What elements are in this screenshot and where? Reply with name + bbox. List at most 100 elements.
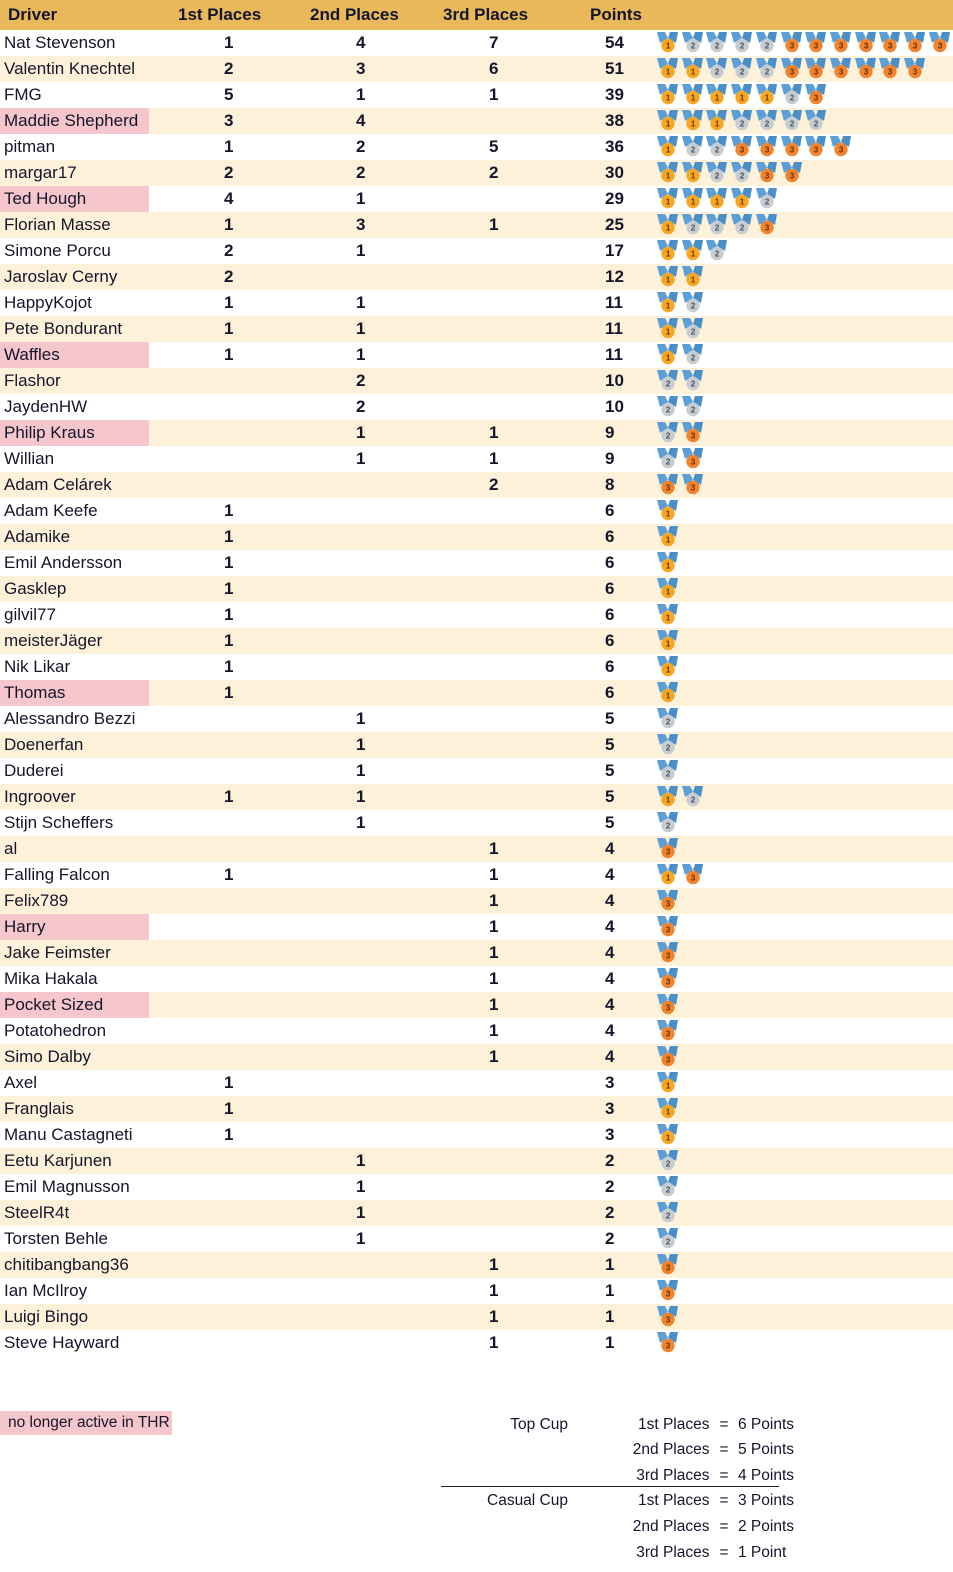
svg-text:1: 1 (690, 274, 695, 284)
svg-text:3: 3 (666, 898, 671, 908)
svg-text:2: 2 (666, 768, 671, 778)
svg-text:2: 2 (690, 404, 695, 414)
svg-text:1: 1 (666, 92, 671, 102)
svg-text:1: 1 (666, 326, 671, 336)
svg-text:2: 2 (740, 222, 745, 232)
svg-text:1: 1 (666, 560, 671, 570)
svg-text:1: 1 (666, 274, 671, 284)
svg-text:3: 3 (913, 40, 918, 50)
svg-text:2: 2 (740, 40, 745, 50)
svg-text:3: 3 (690, 430, 695, 440)
svg-text:2: 2 (715, 222, 720, 232)
svg-text:3: 3 (764, 222, 769, 232)
svg-text:2: 2 (690, 794, 695, 804)
svg-text:2: 2 (814, 118, 819, 128)
svg-text:2: 2 (690, 40, 695, 50)
svg-text:2: 2 (666, 716, 671, 726)
svg-text:1: 1 (740, 196, 745, 206)
svg-text:1: 1 (666, 170, 671, 180)
svg-text:1: 1 (715, 92, 720, 102)
svg-text:3: 3 (863, 40, 868, 50)
svg-text:2: 2 (715, 248, 720, 258)
svg-text:1: 1 (690, 170, 695, 180)
svg-text:2: 2 (789, 92, 794, 102)
svg-text:2: 2 (764, 196, 769, 206)
svg-text:3: 3 (666, 1054, 671, 1064)
svg-text:2: 2 (666, 430, 671, 440)
svg-text:1: 1 (715, 118, 720, 128)
svg-text:2: 2 (666, 1210, 671, 1220)
svg-text:1: 1 (666, 196, 671, 206)
svg-text:2: 2 (690, 352, 695, 362)
svg-text:3: 3 (764, 144, 769, 154)
svg-text:1: 1 (666, 40, 671, 50)
svg-text:1: 1 (690, 118, 695, 128)
svg-text:1: 1 (666, 534, 671, 544)
svg-text:1: 1 (666, 690, 671, 700)
svg-text:1: 1 (666, 352, 671, 362)
svg-text:3: 3 (666, 1028, 671, 1038)
svg-text:2: 2 (690, 144, 695, 154)
svg-text:1: 1 (666, 66, 671, 76)
svg-text:3: 3 (666, 1288, 671, 1298)
svg-text:2: 2 (690, 222, 695, 232)
svg-text:3: 3 (839, 40, 844, 50)
svg-text:2: 2 (666, 456, 671, 466)
svg-text:1: 1 (666, 300, 671, 310)
svg-text:2: 2 (666, 378, 671, 388)
svg-text:1: 1 (666, 1080, 671, 1090)
svg-text:1: 1 (666, 638, 671, 648)
svg-text:3: 3 (839, 144, 844, 154)
svg-text:1: 1 (666, 508, 671, 518)
svg-text:1: 1 (740, 92, 745, 102)
svg-text:2: 2 (690, 326, 695, 336)
svg-text:1: 1 (690, 196, 695, 206)
svg-text:2: 2 (666, 1158, 671, 1168)
svg-text:3: 3 (814, 92, 819, 102)
svg-text:1: 1 (666, 144, 671, 154)
svg-text:3: 3 (740, 144, 745, 154)
svg-text:2: 2 (764, 40, 769, 50)
svg-text:2: 2 (715, 170, 720, 180)
svg-text:1: 1 (666, 1132, 671, 1142)
svg-text:1: 1 (666, 664, 671, 674)
svg-text:2: 2 (764, 118, 769, 128)
svg-text:3: 3 (690, 482, 695, 492)
svg-text:3: 3 (863, 66, 868, 76)
svg-text:3: 3 (814, 40, 819, 50)
svg-text:1: 1 (666, 248, 671, 258)
svg-text:1: 1 (690, 66, 695, 76)
svg-text:2: 2 (740, 66, 745, 76)
svg-text:3: 3 (789, 66, 794, 76)
svg-text:3: 3 (789, 170, 794, 180)
svg-text:2: 2 (690, 300, 695, 310)
svg-text:1: 1 (690, 248, 695, 258)
svg-text:1: 1 (715, 196, 720, 206)
svg-text:2: 2 (666, 820, 671, 830)
svg-text:1: 1 (666, 222, 671, 232)
svg-text:2: 2 (690, 378, 695, 388)
svg-text:2: 2 (666, 1236, 671, 1246)
svg-text:2: 2 (666, 404, 671, 414)
svg-text:3: 3 (666, 1340, 671, 1350)
svg-text:1: 1 (666, 612, 671, 622)
svg-text:2: 2 (740, 170, 745, 180)
svg-text:3: 3 (913, 66, 918, 76)
svg-text:3: 3 (888, 66, 893, 76)
svg-text:3: 3 (666, 482, 671, 492)
svg-text:3: 3 (690, 872, 695, 882)
svg-text:3: 3 (764, 170, 769, 180)
svg-text:1: 1 (666, 1106, 671, 1116)
svg-text:3: 3 (666, 1262, 671, 1272)
svg-text:1: 1 (666, 794, 671, 804)
svg-text:3: 3 (666, 1002, 671, 1012)
svg-text:1: 1 (666, 872, 671, 882)
svg-text:3: 3 (666, 924, 671, 934)
svg-text:1: 1 (666, 586, 671, 596)
svg-text:1: 1 (690, 92, 695, 102)
svg-text:2: 2 (764, 66, 769, 76)
svg-text:3: 3 (666, 1314, 671, 1324)
svg-text:3: 3 (937, 40, 942, 50)
svg-text:2: 2 (666, 1184, 671, 1194)
svg-text:3: 3 (666, 976, 671, 986)
